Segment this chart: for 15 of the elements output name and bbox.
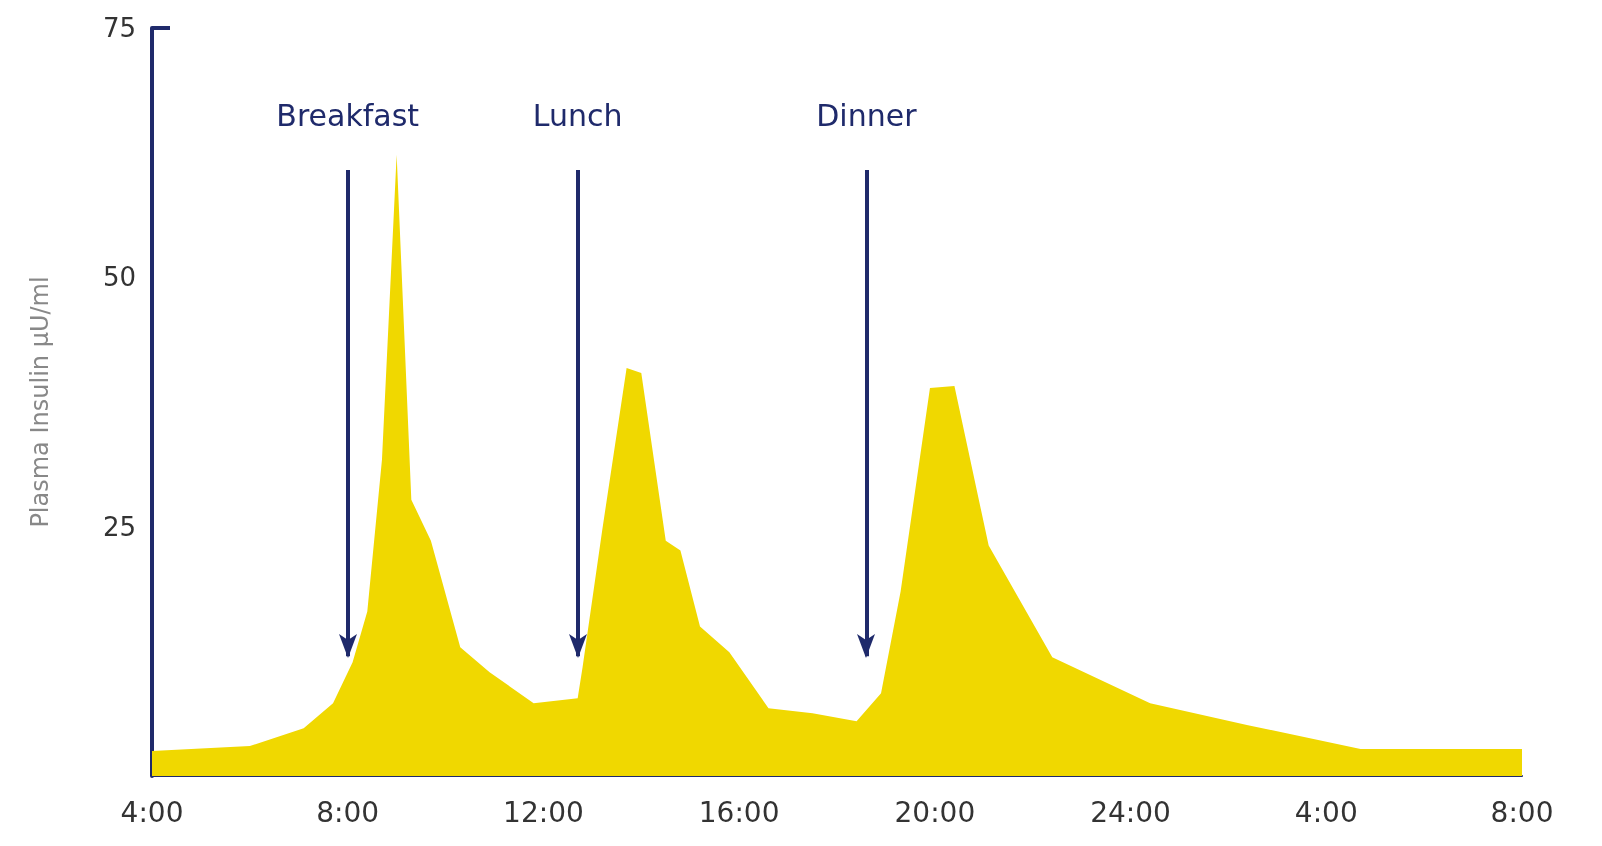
y-axis-title: Plasma Insulin μU/ml: [26, 276, 54, 528]
x-tick-label: 24:00: [1090, 795, 1171, 829]
y-tick-label: 50: [102, 262, 136, 293]
x-tick-label: 12:00: [503, 795, 584, 829]
y-tick-label: 75: [102, 13, 136, 43]
ref-line-label: Breakfast: [276, 97, 420, 133]
x-tick-label: 20:00: [894, 795, 976, 829]
x-tick-label: 8:00: [1490, 795, 1554, 829]
x-tick-label: 4:00: [1294, 795, 1358, 829]
x-tick-label: 8:00: [316, 795, 380, 829]
x-tick-label: 4:00: [120, 795, 184, 829]
ref-line-label: Lunch: [532, 97, 623, 133]
x-tick-label: 16:00: [698, 795, 780, 829]
ref-line-label: Dinner: [816, 97, 918, 133]
y-tick-label: 25: [102, 511, 136, 542]
